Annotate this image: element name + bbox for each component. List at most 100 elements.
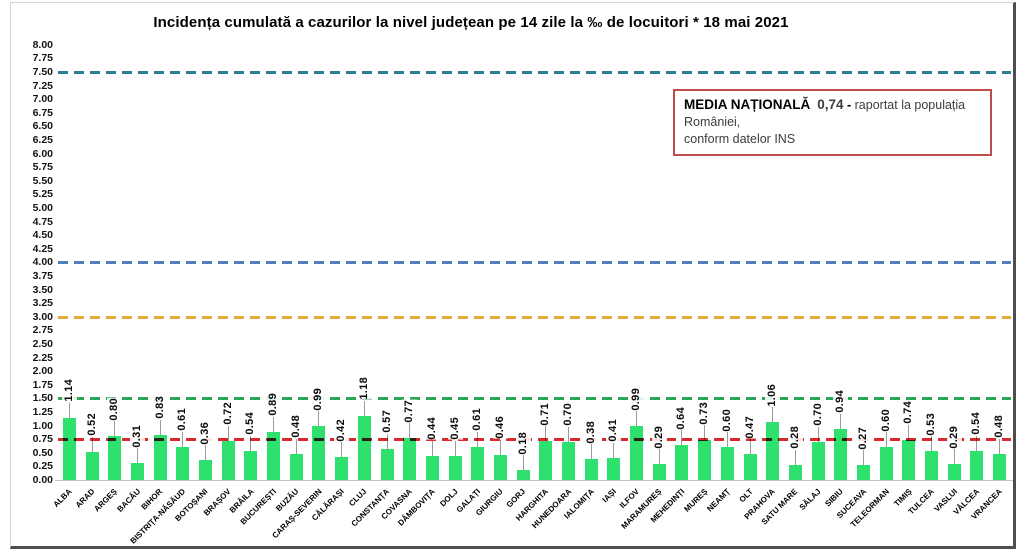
- value-leader-line: [613, 442, 615, 458]
- threshold-line-7.5: [58, 71, 1011, 74]
- bar: [811, 441, 825, 480]
- bar: [925, 451, 939, 480]
- x-axis-label: NEAMȚ: [705, 487, 732, 514]
- bar: [335, 457, 349, 480]
- value-leader-line: [136, 448, 138, 464]
- bar: [176, 446, 190, 480]
- value-leader-line: [658, 449, 660, 465]
- bar-value-label: 0.44: [424, 417, 440, 441]
- value-leader-line: [159, 419, 161, 435]
- bar-value-label: 0.18: [515, 431, 531, 455]
- x-axis-label: MUREȘ: [682, 487, 710, 514]
- bar-value-label: 0.36: [197, 421, 213, 445]
- value-leader-line: [318, 411, 320, 427]
- callout-text-line1: raportat la populația României,: [684, 98, 966, 129]
- bar-value-label: 0.28: [787, 426, 803, 449]
- y-tick-label: 7.00: [32, 93, 53, 106]
- y-tick-label: 7.75: [32, 52, 53, 65]
- y-tick-label: 4.50: [32, 229, 53, 242]
- y-tick-label: 3.25: [32, 297, 53, 310]
- y-tick-label: 5.25: [32, 188, 53, 201]
- threshold-line-3: [58, 315, 1011, 319]
- y-tick-label: 7.25: [32, 79, 53, 92]
- bar-value-label: 0.83: [152, 396, 168, 419]
- y-tick-label: 1.00: [32, 419, 53, 432]
- y-tick-label: 2.75: [32, 324, 53, 337]
- bar: [947, 464, 961, 480]
- bar: [221, 440, 235, 480]
- bar-value-label: 0.42: [334, 418, 350, 442]
- value-leader-line: [68, 402, 70, 418]
- value-leader-line: [999, 438, 1001, 454]
- bar-value-label: 0.53: [924, 412, 940, 436]
- bar: [993, 453, 1007, 480]
- bar: [698, 440, 712, 480]
- value-leader-line: [341, 442, 343, 458]
- value-leader-line: [636, 411, 638, 427]
- y-tick-label: 2.00: [32, 365, 53, 378]
- bar: [244, 450, 258, 480]
- y-tick-label: 4.75: [32, 215, 53, 228]
- bar: [675, 445, 689, 480]
- plot-area: 1.14 0.52 0.80 0.31 0.83 0.61 0.36 0.72 0.54 0.89…: [58, 45, 1011, 480]
- bar: [970, 450, 984, 480]
- y-tick-label: 0.50: [32, 446, 53, 459]
- bar: [85, 451, 99, 480]
- value-leader-line: [840, 413, 842, 429]
- bar-value-label: 0.48: [992, 415, 1008, 438]
- x-axis-label: ALBA: [51, 487, 74, 510]
- value-leader-line: [227, 425, 229, 441]
- bar-value-label: 0.31: [129, 424, 145, 448]
- y-tick-label: 0.25: [32, 460, 53, 473]
- y-tick-label: 4.00: [32, 256, 53, 269]
- value-leader-line: [749, 439, 751, 455]
- y-tick-label: 2.25: [32, 351, 53, 364]
- national-average-label: MEDIA NAȚIONALĂ: [684, 97, 811, 112]
- bar-value-label: 1.14: [61, 379, 77, 402]
- value-leader-line: [590, 444, 592, 460]
- bar: [879, 447, 893, 480]
- value-leader-line: [499, 439, 501, 455]
- value-leader-line: [931, 436, 933, 452]
- bar-value-label: 1.18: [356, 377, 372, 400]
- bar-value-label: 0.45: [447, 416, 463, 440]
- value-leader-line: [250, 435, 252, 451]
- bar-value-label: 0.72: [220, 402, 236, 425]
- bar: [630, 426, 644, 480]
- y-axis: 0.00 0.25 0.50 0.75 1.00 1.25 1.50 1.75 2.00 2.25…: [11, 3, 53, 546]
- y-tick-label: 8.00: [32, 38, 53, 51]
- value-leader-line: [386, 433, 388, 449]
- bar-value-label: 0.54: [243, 412, 259, 435]
- y-tick-label: 6.25: [32, 134, 53, 146]
- value-leader-line: [204, 445, 206, 461]
- bar: [267, 431, 281, 480]
- chart-frame: Incidența cumulată a cazurilor la nivel …: [10, 2, 1016, 549]
- value-leader-line: [114, 421, 116, 437]
- bar-value-label: 0.57: [379, 410, 395, 433]
- y-tick-label: 5.00: [32, 202, 53, 214]
- y-tick-label: 1.50: [32, 392, 53, 405]
- y-tick-label: 4.25: [32, 242, 53, 255]
- bar-value-label: 0.73: [697, 401, 713, 425]
- bar: [766, 422, 780, 480]
- bar-value-label: 0.29: [946, 425, 962, 449]
- bar: [788, 464, 802, 480]
- bar: [312, 426, 326, 480]
- bar-value-label: 0.27: [856, 426, 871, 450]
- bar-value-label: 0.77: [402, 399, 418, 423]
- x-axis-label: ARGEȘ: [92, 487, 120, 514]
- bar-value-label: 0.89: [266, 392, 282, 416]
- bar-value-label: 0.60: [719, 408, 735, 432]
- value-leader-line: [545, 426, 547, 442]
- bar: [539, 441, 553, 480]
- bar-value-label: 1.06: [765, 383, 781, 407]
- y-tick-label: 5.50: [32, 174, 53, 187]
- bar-value-label: 0.74: [901, 401, 917, 424]
- y-tick-label: 6.50: [32, 120, 53, 133]
- bar: [289, 453, 303, 480]
- bar-value-label: 0.70: [561, 403, 577, 426]
- threshold-line-4: [58, 261, 1011, 265]
- x-axis-label: BACĂU: [114, 487, 142, 514]
- bar: [902, 439, 916, 480]
